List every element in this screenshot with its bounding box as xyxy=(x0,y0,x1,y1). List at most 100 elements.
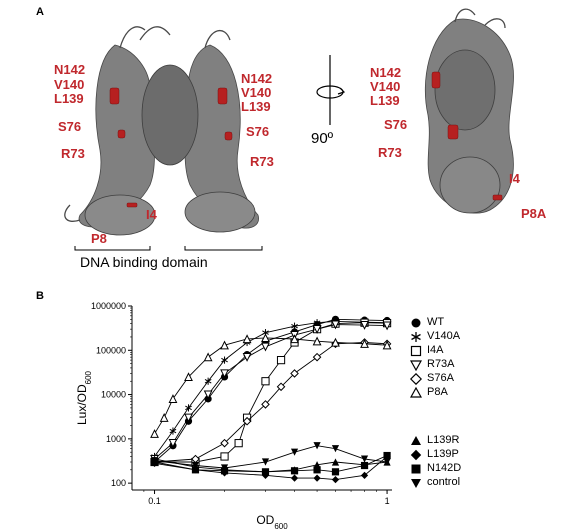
y-tick-label: 1000000 xyxy=(91,301,126,311)
panel-a-letter: A xyxy=(36,6,44,18)
data-point-s76a xyxy=(276,382,286,392)
data-point-control xyxy=(261,458,270,466)
panel-b-letter: B xyxy=(36,290,44,302)
data-point-l139p xyxy=(290,474,299,482)
data-point-s76a xyxy=(220,438,229,448)
left-label-n142: N142 xyxy=(54,62,86,77)
data-point-s76a xyxy=(242,416,252,426)
legend-label-l139p: L139P xyxy=(427,448,459,460)
data-point-control xyxy=(331,445,340,453)
series-line-i4a xyxy=(154,322,388,463)
y-axis-title: Lux/OD600 xyxy=(75,370,93,425)
right-label-n142: N142 xyxy=(370,65,402,80)
data-point-r73a xyxy=(331,320,340,330)
filled-triangle-up-marker-icon xyxy=(411,436,421,445)
data-point-control xyxy=(360,455,369,463)
data-point-n142d xyxy=(290,467,299,475)
right-label-l139: L139 xyxy=(370,93,400,108)
middle-label-l139: L139 xyxy=(241,99,271,114)
left-label-v140: V140 xyxy=(54,77,85,92)
data-point-i4a xyxy=(234,439,243,448)
data-point-n142d xyxy=(313,466,321,474)
legend-label-l139r: L139R xyxy=(427,434,460,446)
data-point-r73a xyxy=(360,321,369,330)
data-point-p8a xyxy=(150,429,159,438)
filled-triangle-down-marker-icon xyxy=(411,479,421,488)
data-point-control xyxy=(220,464,229,472)
filled-diamond-marker-icon xyxy=(410,449,422,461)
open-triangle-down-marker-icon xyxy=(410,360,422,371)
legend-label-s76a: S76A xyxy=(427,372,454,384)
data-point-control xyxy=(313,442,321,450)
data-point-p8a xyxy=(184,372,193,382)
legend-label-p8a: P8A xyxy=(427,386,448,398)
data-point-control xyxy=(383,458,391,466)
data-point-v140a xyxy=(291,322,298,330)
data-point-p8a xyxy=(331,337,340,347)
data-point-p8a xyxy=(382,340,392,350)
data-point-r73a xyxy=(203,390,213,400)
data-point-r73a xyxy=(242,353,252,362)
data-point-n142d xyxy=(331,468,340,476)
legend-label-r73a: R73A xyxy=(427,358,455,370)
x-tick-label: 1 xyxy=(385,496,390,506)
data-point-l139p xyxy=(331,476,340,484)
left-label-l139: L139 xyxy=(54,91,84,106)
data-point-v140a xyxy=(221,356,228,364)
rotation-label: 90º xyxy=(311,130,334,147)
data-point-p8a xyxy=(290,334,299,344)
x-axis-title: OD600 xyxy=(256,513,288,531)
legend-label-v140a: V140A xyxy=(427,330,461,342)
right-label-s76: S76 xyxy=(384,117,408,132)
data-point-r73a xyxy=(312,325,322,334)
left-label-r73: R73 xyxy=(61,146,85,161)
filled-circle-marker-icon xyxy=(411,318,421,328)
data-point-l139r xyxy=(331,458,340,466)
series-line-l139r xyxy=(154,458,388,473)
data-point-r73a xyxy=(184,413,193,423)
right-label-i4: I4 xyxy=(509,171,520,186)
data-point-v140a xyxy=(169,427,177,435)
data-point-n142d xyxy=(261,468,270,476)
data-point-s76a xyxy=(290,369,299,378)
middle-label-s76: S76 xyxy=(246,124,270,139)
data-point-r73a xyxy=(168,439,178,448)
protein-structure-illustration xyxy=(64,8,514,251)
data-point-v140a xyxy=(185,404,192,412)
data-point-p8a xyxy=(360,339,369,348)
data-point-p8a xyxy=(242,334,252,344)
data-point-p8a xyxy=(312,336,322,346)
left-label-p8: P8 xyxy=(91,231,107,246)
data-point-i4a xyxy=(220,452,229,461)
legend-label-n142d: N142D xyxy=(427,462,462,474)
y-tick-label: 1000 xyxy=(106,434,126,444)
data-point-s76a xyxy=(261,400,270,409)
data-point-l139p xyxy=(313,474,321,482)
data-point-i4a xyxy=(261,377,270,386)
y-tick-label: 10000 xyxy=(101,390,126,400)
data-point-p8a xyxy=(203,352,213,362)
data-point-r73a xyxy=(261,342,270,352)
x-tick-label: 0.1 xyxy=(148,496,161,506)
series-line-wt xyxy=(154,318,388,463)
data-point-i4a xyxy=(276,356,286,365)
data-point-control xyxy=(290,448,299,456)
filled-square-marker-icon xyxy=(411,464,421,474)
data-point-p8a xyxy=(261,333,270,343)
dna-binding-domain-label: DNA binding domain xyxy=(80,254,208,270)
series-line-v140a xyxy=(154,320,388,457)
data-point-p8a xyxy=(159,413,169,422)
data-point-n142d xyxy=(360,461,369,470)
series-line-control xyxy=(154,445,388,469)
left-label-i4: I4 xyxy=(146,207,157,222)
middle-label-n142: N142 xyxy=(241,71,273,86)
middle-label-r73: R73 xyxy=(250,154,274,169)
series-line-r73a xyxy=(154,324,388,460)
series-line-s76a xyxy=(154,342,388,463)
open-triangle-up-marker-icon xyxy=(410,387,422,398)
data-point-v140a xyxy=(204,377,212,385)
data-point-p8a xyxy=(168,394,178,403)
legend-label-wt: WT xyxy=(427,316,445,328)
y-tick-label: 100 xyxy=(111,478,126,488)
